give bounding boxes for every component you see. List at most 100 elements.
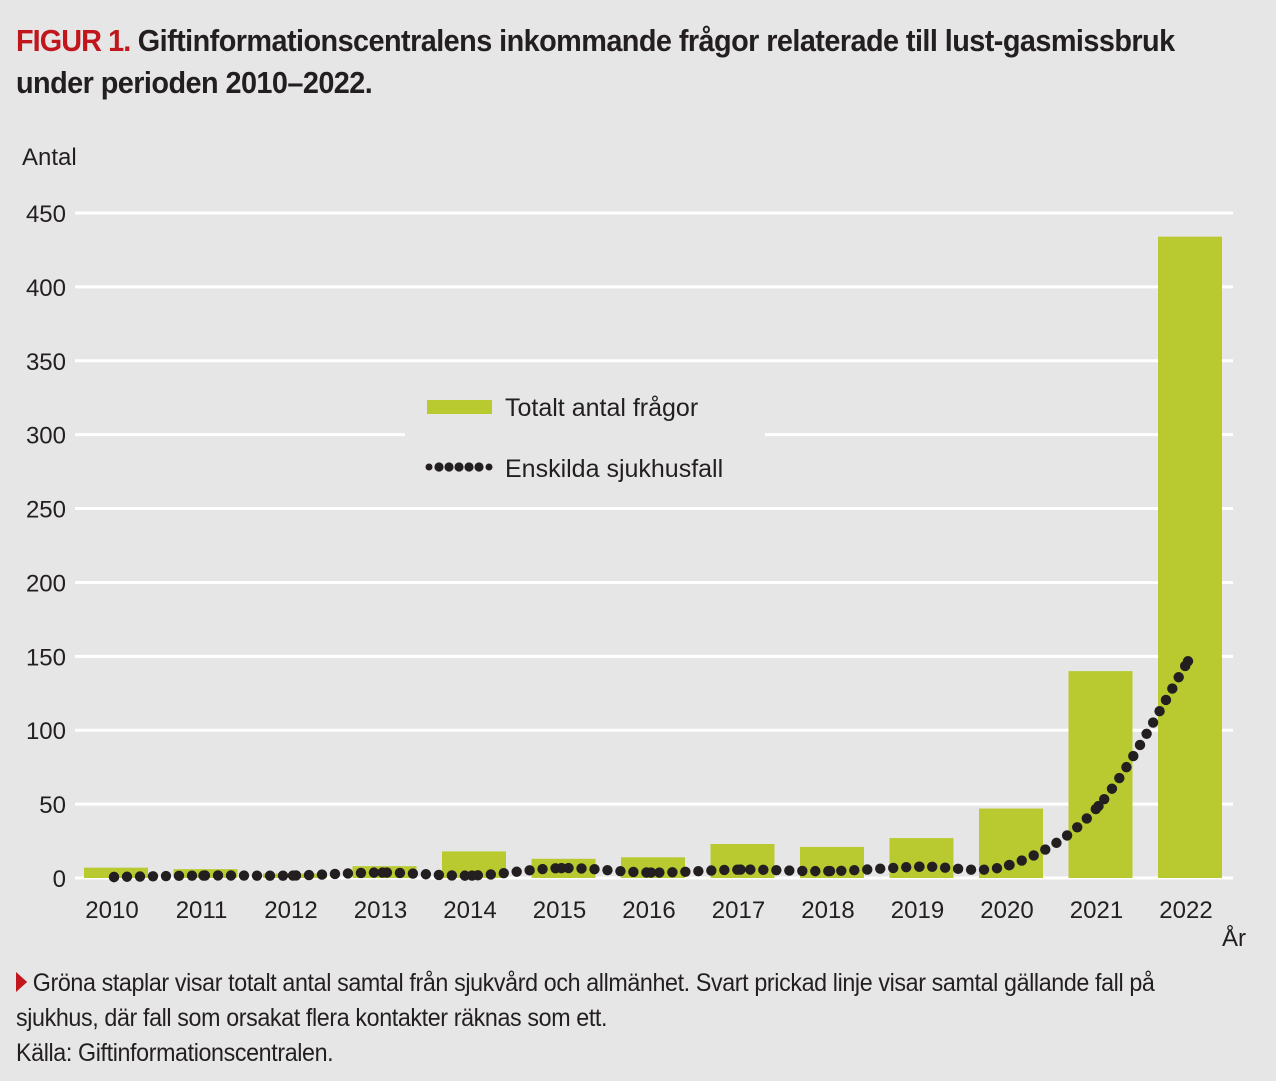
line-dot bbox=[1167, 683, 1178, 694]
x-tick-label: 2017 bbox=[712, 897, 765, 924]
y-tick-label: 350 bbox=[26, 349, 66, 376]
caption-arrow-icon bbox=[16, 972, 28, 992]
y-tick-label: 250 bbox=[26, 497, 66, 524]
line-dot bbox=[875, 863, 886, 874]
line-dot bbox=[485, 869, 497, 880]
x-tick-label: 2013 bbox=[354, 897, 407, 924]
line-dot bbox=[1028, 850, 1039, 861]
legend: Totalt antal frågor Enskilda sjukhusfall bbox=[405, 382, 765, 492]
line-dot bbox=[965, 864, 977, 875]
line-dot bbox=[784, 865, 795, 876]
line-dot bbox=[862, 864, 873, 875]
line-dot bbox=[368, 867, 380, 878]
bar bbox=[1158, 236, 1222, 879]
line-dot bbox=[1016, 855, 1027, 866]
y-tick-labels: 0 50 100 150 200 250 300 350 400 450 bbox=[26, 201, 66, 893]
x-tick-label: 2019 bbox=[891, 897, 944, 924]
line-dot bbox=[277, 870, 289, 881]
line-dot bbox=[901, 862, 912, 873]
y-tick-label: 300 bbox=[26, 423, 66, 450]
line-dot bbox=[1141, 728, 1152, 739]
line-dot bbox=[1134, 739, 1146, 751]
caption-text: Gröna staplar visar totalt antal samtal … bbox=[16, 969, 1155, 1032]
line-dot bbox=[667, 867, 678, 878]
y-tick-label: 450 bbox=[26, 201, 66, 228]
line-dot bbox=[407, 868, 419, 879]
line-dot bbox=[329, 868, 341, 880]
line-dot bbox=[693, 865, 704, 877]
legend-dot bbox=[485, 463, 493, 471]
line-dot bbox=[1099, 793, 1110, 805]
line-dot bbox=[225, 870, 237, 881]
line-dot bbox=[1081, 813, 1092, 824]
figure-title-text: Giftinformationscentralens inkommande fr… bbox=[16, 23, 1175, 100]
line-dot bbox=[160, 870, 172, 882]
caption: Gröna staplar visar totalt antal samtal … bbox=[16, 966, 1179, 1071]
line-dot bbox=[316, 869, 328, 880]
line-dot bbox=[797, 865, 808, 877]
x-tick-label: 2016 bbox=[622, 897, 675, 924]
line-dot bbox=[1147, 717, 1159, 728]
line-dot bbox=[238, 870, 250, 881]
line-dot bbox=[758, 864, 769, 876]
x-tick-label: 2012 bbox=[264, 897, 317, 924]
line-dot bbox=[771, 864, 782, 876]
line-dot bbox=[888, 862, 899, 874]
legend-swatch-bar bbox=[427, 400, 492, 414]
y-axis-label: Antal bbox=[22, 144, 77, 171]
legend-dot bbox=[464, 462, 474, 472]
legend-dot bbox=[434, 462, 444, 472]
y-tick-label: 0 bbox=[53, 866, 66, 893]
figure-label: FIGUR 1. bbox=[16, 23, 131, 58]
line-dot bbox=[121, 871, 133, 882]
line-point bbox=[914, 861, 925, 872]
line-dot bbox=[1114, 772, 1125, 784]
line-dot bbox=[264, 870, 276, 881]
line-dot bbox=[1160, 694, 1172, 706]
line-dot bbox=[602, 864, 613, 876]
line-point bbox=[1003, 859, 1015, 871]
line-point bbox=[556, 862, 567, 874]
line-dot bbox=[1051, 837, 1062, 849]
line-dot bbox=[576, 863, 587, 874]
line-dot bbox=[978, 864, 990, 875]
line-dot bbox=[355, 867, 367, 879]
line-dot bbox=[706, 865, 717, 876]
line-dot bbox=[1106, 783, 1118, 794]
line-point bbox=[287, 870, 299, 881]
line-dot bbox=[433, 869, 445, 881]
legend-dot bbox=[454, 462, 464, 472]
line-point bbox=[735, 864, 746, 875]
line-dot bbox=[849, 865, 860, 876]
x-axis-label: År bbox=[1222, 924, 1246, 952]
legend-label-bars: Totalt antal frågor bbox=[505, 394, 698, 422]
line-dot bbox=[1154, 706, 1165, 717]
x-tick-label: 2010 bbox=[85, 897, 138, 924]
caption-source: Källa: Giftinformationscentralen. bbox=[16, 1039, 334, 1067]
line-point bbox=[198, 870, 209, 881]
line-dot bbox=[212, 870, 224, 881]
line-dot bbox=[654, 867, 665, 878]
line-dot bbox=[680, 866, 691, 877]
x-tick-label: 2022 bbox=[1159, 897, 1212, 924]
x-tick-label: 2021 bbox=[1070, 897, 1123, 924]
x-tick-label: 2015 bbox=[533, 897, 586, 924]
figure-title: FIGUR 1. Giftinformationscentralens inko… bbox=[16, 20, 1179, 104]
y-tick-label: 100 bbox=[26, 718, 66, 745]
legend-label-line: Enskilda sjukhusfall bbox=[505, 455, 723, 483]
line-dot bbox=[745, 864, 756, 875]
line-dot bbox=[991, 863, 1003, 874]
y-tick-label: 200 bbox=[26, 570, 66, 597]
line-dot bbox=[134, 871, 146, 882]
x-tick-label: 2011 bbox=[176, 897, 228, 924]
line-point bbox=[1182, 656, 1194, 667]
line-dot bbox=[498, 867, 509, 879]
line-dot bbox=[537, 863, 548, 875]
line-dot bbox=[394, 867, 406, 879]
line-dot bbox=[926, 861, 938, 872]
y-tick-label: 400 bbox=[26, 275, 66, 302]
line-dot bbox=[173, 870, 185, 882]
legend-dot bbox=[474, 462, 484, 472]
line-point bbox=[377, 867, 388, 878]
legend-swatch-dots bbox=[425, 462, 493, 472]
